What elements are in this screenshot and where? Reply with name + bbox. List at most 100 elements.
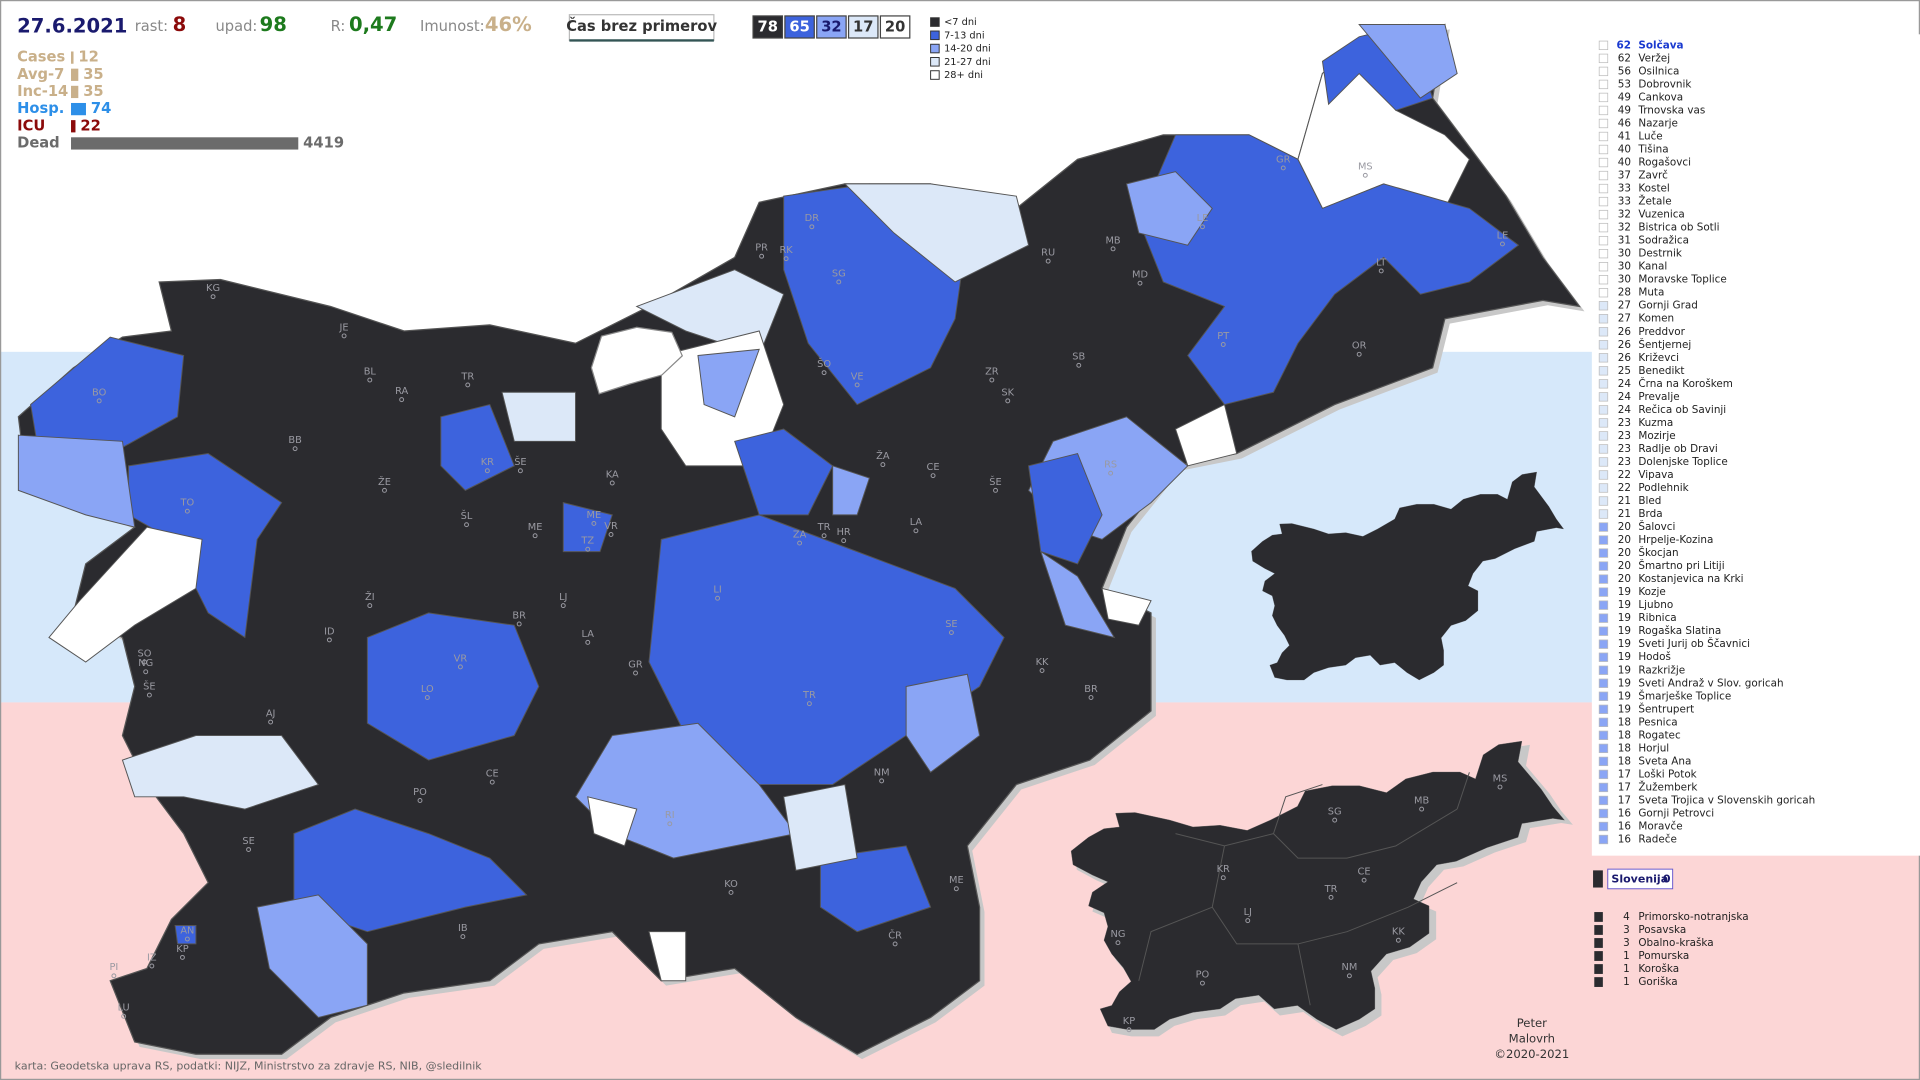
- region-swatch: [1594, 925, 1603, 935]
- region-name: Primorsko-notranjska: [1638, 911, 1748, 923]
- list-name: Pesnica: [1638, 716, 1677, 728]
- list-swatch: [1598, 405, 1609, 415]
- list-name: Kuzma: [1638, 417, 1673, 429]
- list-name: Kostanjevica na Krki: [1638, 573, 1743, 585]
- list-swatch: [1598, 66, 1609, 77]
- map-dot: [1115, 940, 1121, 946]
- map-dot: [993, 487, 998, 493]
- list-name: Cankova: [1638, 91, 1683, 103]
- region-swatch: [1594, 938, 1603, 948]
- list-days: 24: [1618, 391, 1632, 403]
- list-days: 23: [1618, 443, 1631, 455]
- list-swatch: [1598, 275, 1609, 285]
- enclave-inner: [592, 327, 682, 394]
- map-dot: [836, 279, 842, 285]
- map-label: RK: [780, 245, 794, 256]
- list-swatch: [1598, 600, 1609, 610]
- stat-label: upad:: [216, 18, 258, 35]
- national-days: 0: [1663, 873, 1671, 886]
- count-value: 20: [885, 19, 905, 36]
- map-label: KP: [1123, 1016, 1135, 1027]
- list-swatch: [1598, 379, 1609, 389]
- map-dot: [489, 779, 495, 785]
- list-swatch: [1598, 183, 1609, 194]
- list-name: Muta: [1638, 287, 1664, 299]
- map-label: ŽE: [378, 475, 391, 488]
- map-label: TR: [802, 690, 816, 701]
- map-dot: [96, 398, 102, 404]
- map-dot: [1245, 918, 1251, 924]
- list-swatch: [1598, 170, 1609, 181]
- municipality-area: [1039, 550, 1116, 639]
- map-label: SB: [1072, 352, 1085, 363]
- list-swatch: [1598, 470, 1609, 480]
- list-name: Šalovci: [1638, 520, 1675, 533]
- list-swatch: [1598, 314, 1609, 324]
- list-name: Moravče: [1638, 820, 1682, 832]
- map-label: NG: [138, 658, 153, 669]
- map-patches: [17, 23, 1520, 1019]
- list-days: 18: [1618, 755, 1631, 767]
- list-days: 21: [1618, 495, 1631, 507]
- map-label: BO: [92, 387, 107, 398]
- map-label: SG: [1328, 807, 1342, 818]
- map-dot: [1110, 246, 1116, 252]
- map-label: KR: [481, 457, 494, 468]
- stat-value: 98: [260, 13, 287, 36]
- list-days: 56: [1618, 65, 1631, 77]
- list-name: Ljubno: [1638, 599, 1673, 611]
- list-swatch: [1598, 431, 1609, 441]
- map-dot: [797, 540, 803, 546]
- list-days: 18: [1618, 742, 1631, 754]
- list-days: 18: [1618, 729, 1631, 741]
- map-label: SK: [1001, 387, 1014, 398]
- municipality-area: [501, 391, 576, 442]
- count-box: [879, 15, 911, 39]
- map-label: RA: [395, 386, 408, 397]
- list-days: 33: [1618, 183, 1631, 195]
- list-swatch: [1598, 340, 1609, 350]
- map-dot: [633, 670, 638, 676]
- map-label: ME: [949, 875, 964, 886]
- list-name: Brda: [1638, 508, 1662, 520]
- map-dot: [1039, 668, 1045, 674]
- region-swatch: [1594, 951, 1603, 961]
- region-name: Posavska: [1638, 924, 1686, 936]
- map-dot: [1328, 894, 1334, 900]
- list-days: 16: [1618, 807, 1631, 819]
- map-label: ŽI: [365, 590, 375, 603]
- list-swatch: [1598, 756, 1609, 767]
- map-dot: [759, 253, 765, 259]
- list-name: Solčava: [1638, 39, 1683, 51]
- map-dot: [464, 522, 469, 528]
- list-days: 40: [1618, 144, 1631, 156]
- municipality-area: [128, 453, 283, 639]
- indicator-value: 4419: [303, 134, 344, 151]
- list-name: Vipava: [1638, 469, 1673, 481]
- map-dot: [1361, 877, 1367, 883]
- list-days: 41: [1618, 130, 1631, 142]
- municipality-area: [648, 931, 687, 982]
- national-swatch: [1593, 870, 1603, 888]
- map-label: VR: [454, 653, 468, 664]
- list-swatch: [1598, 444, 1609, 454]
- count-value: 32: [821, 19, 841, 36]
- map-label: LJ: [1244, 907, 1252, 918]
- map-label: ZA: [793, 529, 807, 540]
- map-label: LE: [1197, 213, 1209, 224]
- list-name: Radlje ob Dravi: [1638, 443, 1717, 455]
- map-label: VR: [604, 521, 618, 532]
- region-swatch: [1594, 964, 1603, 974]
- map-dot: [1419, 806, 1425, 812]
- map-dot: [1108, 470, 1114, 476]
- map-dot: [142, 659, 147, 665]
- date: 27.6.2021: [17, 14, 127, 37]
- map-label: ŠE: [514, 455, 526, 468]
- list-name: Tišina: [1637, 144, 1668, 156]
- list-days: 19: [1618, 703, 1631, 715]
- list-swatch: [1598, 704, 1609, 714]
- list-days: 20: [1618, 534, 1631, 546]
- list-swatch: [1598, 834, 1609, 845]
- list-days: 32: [1618, 209, 1631, 221]
